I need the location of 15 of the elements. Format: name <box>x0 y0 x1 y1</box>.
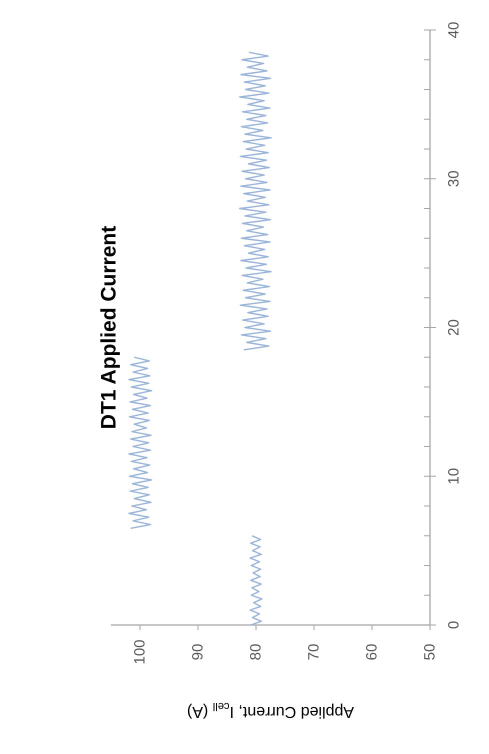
x-tick-label: 90 <box>190 644 206 660</box>
line-series <box>128 356 152 530</box>
y-tick-label: 30 <box>446 170 462 188</box>
x-tick-label: 70 <box>306 644 322 660</box>
line-series <box>250 535 262 626</box>
x-tick-label: 50 <box>422 644 438 660</box>
x-tick-label: 60 <box>364 644 380 660</box>
line-series <box>239 52 272 351</box>
x-tick-label: 100 <box>132 639 148 665</box>
x-tick-label: 80 <box>248 644 264 660</box>
text: DT1 Applied Current <box>98 226 120 430</box>
y-tick-label: 10 <box>446 468 462 485</box>
y-tick-label: 20 <box>446 319 462 336</box>
y-tick-label: 0 <box>446 620 462 630</box>
y-tick-label: 40 <box>446 22 462 38</box>
